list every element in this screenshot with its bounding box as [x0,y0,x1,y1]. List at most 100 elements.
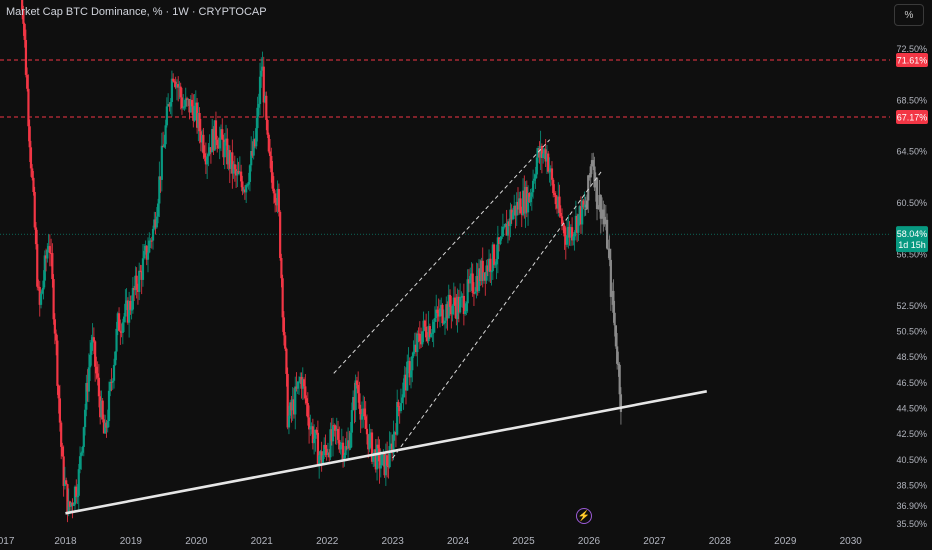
candle-318 [418,333,421,342]
candle-293 [387,465,390,468]
candle-31 [57,385,60,399]
projection-candle-27 [618,364,621,395]
candle-182 [247,181,250,185]
candle-333 [437,313,440,317]
candle-426 [554,195,557,205]
projection-candle-13 [600,209,604,219]
level-badge-0 [896,52,928,67]
candle-378 [494,264,497,266]
candle-273 [362,408,365,415]
candle-167 [228,150,231,169]
y-tick-label: 72.50% [896,44,927,54]
candle-155 [213,120,216,151]
candle-250 [333,425,336,427]
trendline-support [65,390,708,515]
candle-215 [289,402,292,416]
candle-371 [485,265,488,281]
candle-147 [203,153,206,158]
candle-102 [146,252,150,260]
candle-306 [403,374,406,383]
candle-118 [167,104,170,107]
candle-285 [377,444,380,449]
candle-17 [39,293,43,305]
candle-94 [136,289,140,292]
candle-143 [198,112,201,132]
candle-328 [431,332,434,334]
candle-204 [275,202,278,206]
candle-301 [397,401,400,408]
candle-220 [295,386,298,389]
candle-51 [82,427,85,447]
candle-59 [92,337,95,342]
candle-49 [80,452,83,457]
candle-219 [294,386,297,415]
candle-242 [323,444,326,456]
candle-6 [26,74,29,89]
candle-56 [89,354,92,368]
candle-98 [141,258,145,280]
candle-231 [309,427,312,430]
candle-247 [329,429,332,458]
candle-63 [97,377,101,397]
candle-101 [145,245,148,260]
candle-53 [85,382,88,410]
candle-245 [326,452,330,456]
candle-10 [31,168,34,178]
candle-400 [521,190,525,215]
candle-138 [192,106,195,121]
candle-178 [242,189,245,192]
candle-295 [389,443,392,447]
candle-229 [306,403,309,418]
candle-325 [427,326,430,342]
candle-424 [552,179,555,194]
candle-15 [37,286,40,288]
candle-432 [562,224,565,226]
candle-35 [62,456,65,486]
candle-95 [138,270,141,292]
candle-327 [430,333,433,337]
candle-244 [325,448,328,456]
projection-candle-12 [599,195,602,219]
candle-195 [263,95,267,103]
candle-431 [560,216,564,225]
candle-83 [122,316,126,323]
x-tick-label: 2029 [774,536,797,547]
candle-97 [140,270,143,280]
candle-419 [545,153,549,162]
candle-34 [61,446,64,457]
candle-274 [363,408,366,417]
candle-78 [116,313,119,329]
candle-362 [474,291,477,294]
percent-scale-button[interactable]: % [894,4,924,26]
candle-90 [131,287,134,310]
candle-62 [96,373,99,378]
candle-222 [297,381,301,383]
candle-23 [47,246,50,250]
candle-66 [101,400,104,420]
projection-candle-0 [584,209,587,211]
projection-candle-24 [614,325,618,347]
candle-430 [559,212,562,217]
candle-411 [535,157,538,175]
level-badge-label: 71.61% [897,55,928,65]
projection-candle-10 [597,206,600,210]
projection-candle-20 [609,259,612,297]
x-tick-label: 2026 [578,536,601,547]
candle-169 [231,152,234,174]
candle-445 [578,206,581,215]
candle-279 [369,432,372,434]
candle-375 [490,271,493,273]
candle-377 [492,244,496,265]
y-tick-label: 44.50% [896,404,927,414]
projection-candle-6 [592,160,595,167]
lightning-bolt-icon[interactable]: ⚡ [576,508,592,524]
candle-420 [547,153,550,172]
candle-203 [274,193,277,203]
candle-386 [504,223,507,227]
candle-159 [218,137,221,149]
candle-405 [528,193,531,203]
candle-146 [202,134,205,154]
candle-281 [372,453,375,462]
candle-9 [29,147,33,169]
